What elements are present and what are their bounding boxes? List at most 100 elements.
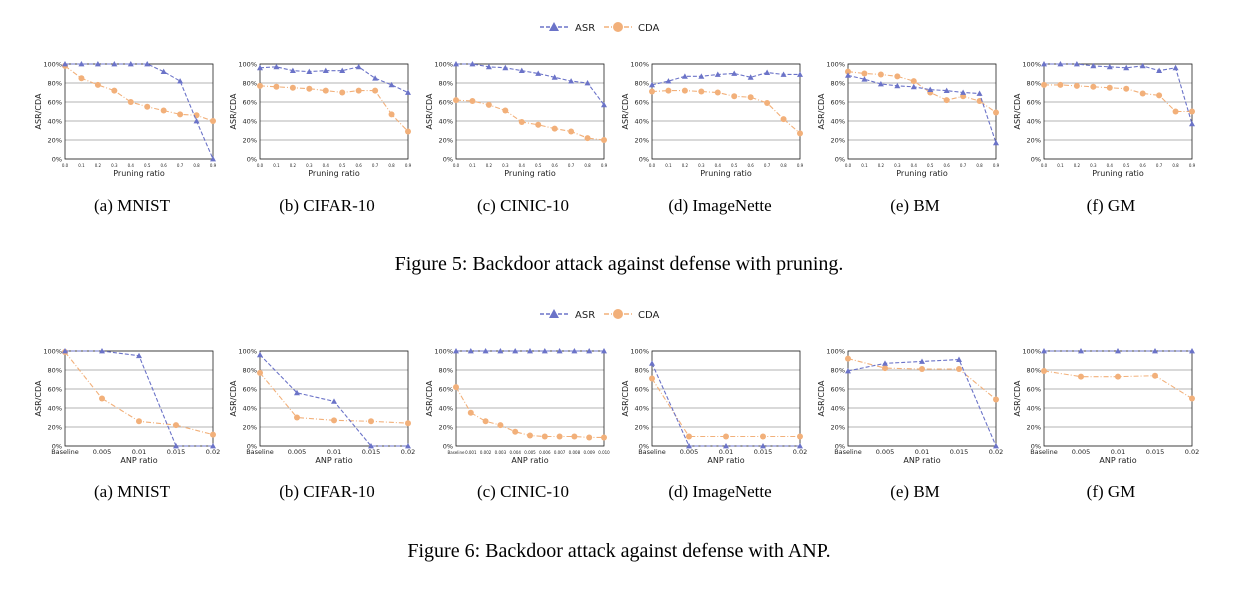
plot-frame xyxy=(259,350,409,447)
y-tick-label: 20% xyxy=(1027,137,1041,145)
asr-point xyxy=(1078,348,1084,354)
x-tick-label: 0.5 xyxy=(535,163,542,168)
cda-point xyxy=(210,431,216,438)
cda-point xyxy=(94,81,101,88)
x-tick-label: 0.5 xyxy=(927,163,934,168)
asr-point xyxy=(405,89,411,95)
x-tick-label: 0.2 xyxy=(486,163,493,168)
cda-point xyxy=(355,87,362,94)
fig5-subcaption-b: (b) CIFAR-10 xyxy=(279,196,375,215)
asr-point xyxy=(453,348,459,354)
cda-point xyxy=(541,433,548,440)
x-tick-label: 0.005 xyxy=(876,448,895,456)
x-axis-label: ANP ratio xyxy=(903,456,940,465)
asr-point xyxy=(568,78,575,84)
asr-point xyxy=(1123,64,1130,71)
asr-point xyxy=(686,443,692,449)
x-axis-label: ANP ratio xyxy=(315,456,352,465)
cda-series-line xyxy=(847,358,997,400)
y-tick-label: 0% xyxy=(247,443,257,451)
y-tick-label: 100% xyxy=(1022,348,1041,356)
y-tick-label: 60% xyxy=(48,99,62,107)
y-tick-label: 40% xyxy=(1027,118,1041,126)
x-tick-label: 0.02 xyxy=(1185,448,1199,456)
x-tick-label: Baseline xyxy=(246,448,274,456)
cda-point xyxy=(993,109,999,116)
x-tick-label: 0.0 xyxy=(1041,163,1048,168)
cda-point xyxy=(760,433,766,440)
chart-panel-11: 0% 20% 40% 60% 80% 100% Baseline 0.005 0.01 0.015… xyxy=(817,348,1003,466)
x-tick-label: 0.3 xyxy=(894,163,901,168)
fig6-subcaption-f: (f) GM xyxy=(1086,482,1136,501)
asr-point xyxy=(1139,62,1146,69)
asr-point xyxy=(764,69,771,75)
x-tick-label: 0.015 xyxy=(754,448,773,456)
asr-point xyxy=(797,71,803,77)
chart-panel-7: 0% 20% 40% 60% 80% 100% Baseline 0.005 0.01 0.015… xyxy=(34,348,220,466)
y-tick-label: 80% xyxy=(48,367,62,375)
y-axis-label: ASR/CDA xyxy=(621,93,630,129)
x-tick-label: 0.2 xyxy=(878,163,885,168)
x-tick-label: 0.005 xyxy=(93,448,112,456)
asr-point xyxy=(919,358,925,364)
x-tick-label: 0.001 xyxy=(465,450,477,455)
x-tick-label: 0.8 xyxy=(193,163,200,168)
asr-point xyxy=(193,118,200,124)
y-tick-label: 100% xyxy=(1022,61,1041,69)
x-tick-label: 0.01 xyxy=(719,448,733,456)
cda-point xyxy=(764,99,771,106)
y-axis-label: ASR/CDA xyxy=(229,380,238,416)
y-tick-label: 100% xyxy=(630,348,649,356)
chart-panel-4: 0% 20% 40% 60% 80% 100% 0.0 0.1 0.2 0.3 0.4 0.5 0.6 0… xyxy=(621,61,804,179)
cda-point xyxy=(210,118,216,124)
x-tick-label: 0.0 xyxy=(845,163,852,168)
x-tick-label: 0.2 xyxy=(1074,163,1081,168)
y-axis-label: ASR/CDA xyxy=(425,380,434,416)
x-tick-label: 0.3 xyxy=(502,163,509,168)
cda-point xyxy=(665,87,672,94)
cda-point xyxy=(568,128,575,135)
y-tick-label: 0% xyxy=(639,443,649,451)
y-tick-label: 100% xyxy=(434,348,453,356)
cda-point xyxy=(1078,373,1084,380)
cda-point xyxy=(861,70,868,77)
cda-point xyxy=(144,103,151,110)
cda-point xyxy=(388,111,395,118)
asr-point xyxy=(956,356,962,362)
cda-point xyxy=(698,88,705,95)
x-tick-label: 0.006 xyxy=(539,450,551,455)
y-tick-label: 40% xyxy=(243,405,257,413)
cda-point xyxy=(1041,81,1047,88)
cda-point xyxy=(469,98,476,105)
x-tick-label: 0.6 xyxy=(551,163,558,168)
asr-point xyxy=(322,67,329,74)
cda-point xyxy=(993,396,999,403)
asr-point xyxy=(210,156,216,162)
y-tick-label: 60% xyxy=(1027,386,1041,394)
y-tick-label: 20% xyxy=(831,424,845,432)
asr-point xyxy=(584,80,591,86)
plot-frame xyxy=(259,63,409,160)
fig6-subcaption-c: (c) CINIC-10 xyxy=(476,482,570,501)
y-tick-label: 60% xyxy=(831,99,845,107)
x-tick-label: 0.7 xyxy=(764,163,771,168)
x-tick-label: 0.3 xyxy=(698,163,705,168)
asr-point xyxy=(894,82,901,89)
asr-point xyxy=(257,351,263,358)
asr-point xyxy=(331,398,337,404)
y-tick-label: 0% xyxy=(835,156,845,164)
asr-point xyxy=(136,352,142,359)
fig5-subcaption-f: (f) GM xyxy=(1086,196,1136,215)
cda-point xyxy=(1172,108,1179,115)
chart-panel-1: 0% 20% 40% 60% 80% 100% 0.0 0.1 0.2 0.3 0.4 0.5 0.6 0… xyxy=(34,61,217,179)
y-tick-label: 100% xyxy=(434,61,453,69)
asr-point xyxy=(527,348,533,354)
y-tick-label: 20% xyxy=(48,137,62,145)
asr-series-line xyxy=(1044,63,1193,125)
y-tick-label: 0% xyxy=(1031,443,1041,451)
x-axis-label: ANP ratio xyxy=(511,456,548,465)
cda-point xyxy=(601,137,607,143)
x-tick-label: 0.4 xyxy=(1107,163,1114,168)
cda-point xyxy=(177,111,184,118)
x-tick-label: 0.3 xyxy=(111,163,118,168)
